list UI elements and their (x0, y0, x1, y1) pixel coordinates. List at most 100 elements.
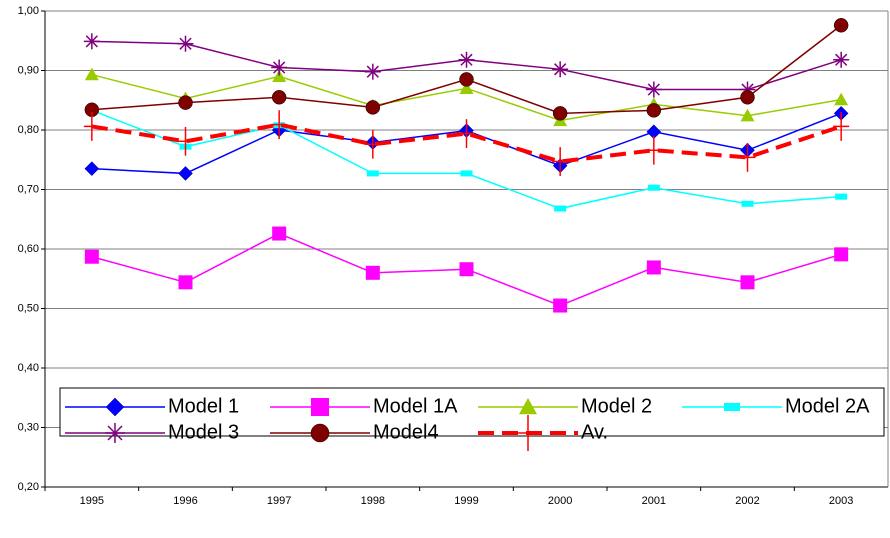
marker (740, 90, 755, 105)
marker (272, 226, 287, 241)
marker-part (105, 397, 125, 417)
marker-part (740, 90, 755, 105)
marker-part (834, 247, 849, 262)
marker-part (646, 260, 661, 275)
marker-part (459, 72, 474, 87)
marker (459, 262, 474, 277)
marker-part (553, 298, 568, 313)
marker (271, 59, 288, 76)
marker (364, 129, 381, 159)
marker-part (740, 108, 755, 122)
x-tick-label: 1997 (267, 495, 291, 507)
marker-part (647, 184, 660, 191)
marker (739, 142, 756, 172)
y-tick-label: 0,30 (18, 421, 39, 433)
marker (459, 81, 474, 94)
marker (177, 126, 194, 156)
marker (83, 33, 100, 50)
marker (834, 247, 849, 262)
marker (365, 100, 381, 115)
y-tick-label: 0,80 (18, 124, 39, 136)
marker (310, 423, 330, 443)
marker-part (85, 35, 98, 48)
marker (105, 423, 125, 443)
series-line (91, 122, 842, 164)
marker-part (273, 61, 286, 74)
x-tick-label: 1998 (361, 495, 385, 507)
marker-part (178, 95, 193, 110)
marker (364, 63, 381, 80)
marker (552, 61, 569, 78)
legend-box (59, 387, 885, 437)
marker (272, 69, 287, 83)
marker (645, 135, 662, 165)
marker (177, 35, 194, 52)
marker-part (272, 69, 287, 83)
marker (83, 112, 100, 141)
marker-part (178, 166, 193, 181)
marker (724, 403, 740, 411)
marker-part (460, 53, 473, 66)
marker (647, 184, 660, 191)
legend-label: Av. (581, 421, 608, 443)
marker (835, 193, 848, 200)
marker-part (459, 81, 474, 94)
marker (833, 112, 850, 141)
marker (178, 166, 193, 181)
marker-part (365, 100, 381, 115)
x-tick-label: 2002 (735, 495, 759, 507)
y-tick-label: 0,90 (18, 64, 39, 76)
marker-part (740, 275, 755, 290)
marker-part (84, 67, 99, 81)
marker (366, 170, 379, 177)
marker-part (107, 425, 123, 441)
marker-part (460, 170, 473, 177)
marker (178, 275, 193, 290)
marker (553, 298, 568, 313)
marker-part (647, 83, 660, 96)
marker (105, 397, 125, 417)
x-tick-label: 2000 (548, 495, 572, 507)
marker-part (724, 403, 740, 411)
y-tick-label: 0,40 (18, 362, 39, 374)
marker (365, 265, 380, 280)
marker (554, 205, 567, 212)
marker-part (366, 65, 379, 78)
y-tick-label: 0,50 (18, 302, 39, 314)
legend-label: Model 2A (785, 395, 870, 417)
marker-part (178, 275, 193, 290)
marker-part (835, 53, 848, 66)
marker (458, 119, 475, 148)
x-tick-label: 2001 (642, 495, 666, 507)
x-tick-label: 2003 (829, 495, 853, 507)
marker (178, 95, 193, 110)
marker-part (366, 170, 379, 177)
legend-label: Model 1A (373, 395, 458, 417)
marker (84, 67, 99, 81)
marker-part (365, 265, 380, 280)
marker-part (84, 249, 99, 264)
marker (519, 398, 537, 415)
marker (552, 147, 569, 176)
legend-label: Model4 (373, 421, 439, 443)
marker (833, 51, 850, 68)
marker-part (554, 205, 567, 212)
y-tick-label: 1,00 (18, 5, 39, 17)
marker (271, 110, 288, 140)
x-tick-label: 1999 (454, 495, 478, 507)
x-tick-label: 1996 (173, 495, 197, 507)
marker (84, 161, 100, 177)
marker-part (833, 18, 849, 33)
marker-part (179, 37, 192, 50)
y-tick-label: 0,70 (18, 183, 39, 195)
marker (833, 18, 849, 33)
marker-part (834, 92, 849, 106)
marker (458, 51, 475, 68)
y-tick-label: 0,20 (18, 481, 39, 493)
marker (740, 275, 755, 290)
marker-part (272, 226, 287, 241)
marker (645, 81, 662, 98)
marker (459, 72, 474, 87)
